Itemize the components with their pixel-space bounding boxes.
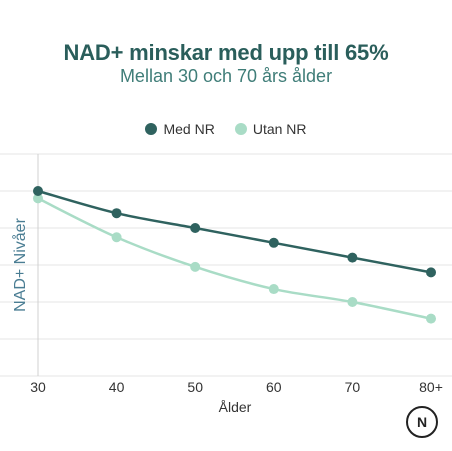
series-line-utan-nr <box>37 197 432 320</box>
legend: Med NR Utan NR <box>0 121 452 137</box>
x-axis-label: Ålder <box>219 399 252 415</box>
data-point-utan-nr-3 <box>268 284 279 295</box>
legend-item-utan-nr: Utan NR <box>234 121 307 137</box>
legend-marker-utan-nr <box>234 123 247 135</box>
data-point-med-nr-5 <box>426 267 436 278</box>
data-point-med-nr-2 <box>190 223 201 233</box>
x-tick-label: 40 <box>109 379 125 395</box>
data-point-utan-nr-4 <box>347 297 358 307</box>
data-point-utan-nr-1 <box>111 232 122 243</box>
y-axis-label: NAD+ Nivåer <box>11 217 29 311</box>
logo-letter: N <box>417 414 427 430</box>
data-point-med-nr-1 <box>111 208 122 219</box>
series-line-med-nr <box>37 189 432 274</box>
x-tick-label: 30 <box>30 379 46 395</box>
x-tick-label: 70 <box>345 379 361 395</box>
data-point-utan-nr-5 <box>426 313 436 324</box>
data-point-utan-nr-2 <box>190 261 201 272</box>
chart-subtitle: Mellan 30 och 70 års ålder <box>119 66 333 86</box>
legend-label-med-nr: Med NR <box>163 121 215 137</box>
legend-item-med-nr: Med NR <box>145 121 215 137</box>
legend-label-utan-nr: Utan NR <box>252 121 307 137</box>
chart-title: NAD+ minskar med upp till 65% <box>63 40 389 65</box>
data-point-med-nr-4 <box>347 252 358 263</box>
legend-marker-med-nr <box>145 123 158 135</box>
data-point-utan-nr-0 <box>33 193 43 204</box>
logo-icon <box>406 406 438 438</box>
data-point-med-nr-0 <box>33 186 43 196</box>
x-tick-label: 60 <box>266 379 282 395</box>
data-point-med-nr-3 <box>268 237 279 248</box>
x-tick-label: 80+ <box>419 379 443 395</box>
x-tick-label: 50 <box>187 379 203 395</box>
